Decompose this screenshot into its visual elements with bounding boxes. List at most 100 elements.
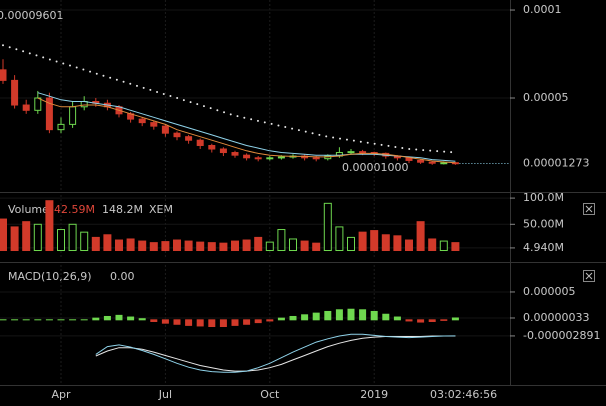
volume-bar xyxy=(57,229,65,252)
histogram-bar xyxy=(92,317,100,321)
candle-body xyxy=(11,79,19,106)
x-tick-label: Oct xyxy=(260,388,280,401)
y-tick-label: 0.00000033 xyxy=(523,311,589,324)
volume-bar xyxy=(231,240,239,252)
histogram-bar xyxy=(11,319,19,321)
min-label: 0.00001000 xyxy=(342,161,408,174)
x-tick-label: Apr xyxy=(51,388,71,401)
current-volume: 42.59M xyxy=(54,203,95,216)
volume-bar xyxy=(0,218,7,252)
volume-bar xyxy=(416,221,425,252)
histogram-bar xyxy=(393,316,401,321)
histogram-bar xyxy=(185,319,193,326)
candle-body xyxy=(22,104,30,111)
volume-bar xyxy=(103,234,112,252)
volume-bar xyxy=(161,241,170,252)
histogram-bar xyxy=(347,308,355,321)
moving-average xyxy=(37,97,456,164)
candle-body xyxy=(69,106,77,125)
histogram-bar xyxy=(208,319,216,328)
moving-average xyxy=(37,92,456,162)
volume-bar xyxy=(207,242,216,252)
volume-bar xyxy=(22,221,31,252)
volume-bar xyxy=(33,223,42,252)
volume-bar xyxy=(45,200,54,252)
histogram-bar xyxy=(312,312,320,321)
volume-bar xyxy=(289,238,297,252)
histogram-bar xyxy=(382,313,390,321)
histogram-bar xyxy=(57,319,65,321)
candle-body xyxy=(440,162,448,165)
candle-body xyxy=(196,139,204,146)
histogram-bar xyxy=(359,309,367,321)
histogram-bar xyxy=(138,318,146,321)
y-tick-label: 0.000005 xyxy=(523,285,576,298)
y-tick-label: -0.000002891 xyxy=(523,329,600,342)
total-volume: 148.2M xyxy=(102,203,143,216)
histogram-bar xyxy=(266,319,274,322)
volume-bar xyxy=(439,240,448,252)
candle-body xyxy=(208,144,216,150)
histogram-bar xyxy=(34,319,42,321)
x-tick-label: 2019 xyxy=(360,388,388,401)
volume-bar xyxy=(126,238,135,252)
candle-body xyxy=(173,132,181,138)
histogram-bar xyxy=(80,319,88,321)
y-tick-label: 0.0001 xyxy=(523,3,562,16)
volume-bar xyxy=(335,226,344,252)
histogram-bar xyxy=(289,315,297,321)
volume-bar xyxy=(184,240,193,252)
histogram-bar xyxy=(127,316,135,321)
y-tick-label: 100.0M xyxy=(523,191,564,204)
histogram-bar xyxy=(45,319,53,321)
panel-title: Volume xyxy=(8,203,49,216)
volume-bar xyxy=(370,230,379,252)
volume-bar xyxy=(242,239,251,252)
max-label: 0.00009601 xyxy=(0,9,63,22)
histogram-bar xyxy=(405,319,413,322)
candle-body xyxy=(219,148,227,154)
histogram-bar xyxy=(196,319,204,327)
histogram-bar xyxy=(150,319,158,322)
histogram-bar xyxy=(173,319,181,325)
histogram-bar xyxy=(451,317,459,321)
candle-body xyxy=(428,161,436,164)
histogram-bar xyxy=(277,317,285,321)
histogram-bar xyxy=(243,319,251,325)
histogram-bar xyxy=(254,319,262,324)
histogram-bar xyxy=(370,310,378,321)
candle-body xyxy=(34,97,42,111)
volume-bar xyxy=(300,240,309,252)
candle-body xyxy=(0,69,7,81)
volume-bar xyxy=(68,223,77,252)
volume-bar xyxy=(91,236,100,252)
y-tick-label: 4.940M xyxy=(523,241,564,254)
histogram-bar xyxy=(219,319,227,328)
histogram-bar xyxy=(417,319,425,323)
candle-body xyxy=(243,154,251,159)
x-tick-label: Jul xyxy=(158,388,172,401)
volume-bar xyxy=(405,239,413,252)
volume-bar xyxy=(451,242,460,252)
volume-bar xyxy=(196,241,205,252)
candle-body xyxy=(45,97,53,131)
volume-bar xyxy=(173,239,181,252)
volume-bar xyxy=(277,229,286,252)
volume-bar xyxy=(381,234,390,252)
histogram-bar xyxy=(69,319,77,321)
histogram-bar xyxy=(103,315,111,321)
candle-body xyxy=(417,159,425,163)
volume-unit: XEM xyxy=(149,203,173,216)
close-button[interactable] xyxy=(583,203,595,215)
volume-bar xyxy=(115,239,123,252)
candle-body xyxy=(185,136,193,141)
histogram-bar xyxy=(115,314,123,321)
candle-body xyxy=(138,118,146,124)
histogram-bar xyxy=(231,319,239,326)
volume-bar xyxy=(138,240,147,252)
volume-bar xyxy=(265,241,274,252)
volume-bar xyxy=(149,242,158,252)
close-button[interactable] xyxy=(583,270,595,282)
volume-bar xyxy=(80,231,89,252)
histogram-bar xyxy=(22,319,30,321)
